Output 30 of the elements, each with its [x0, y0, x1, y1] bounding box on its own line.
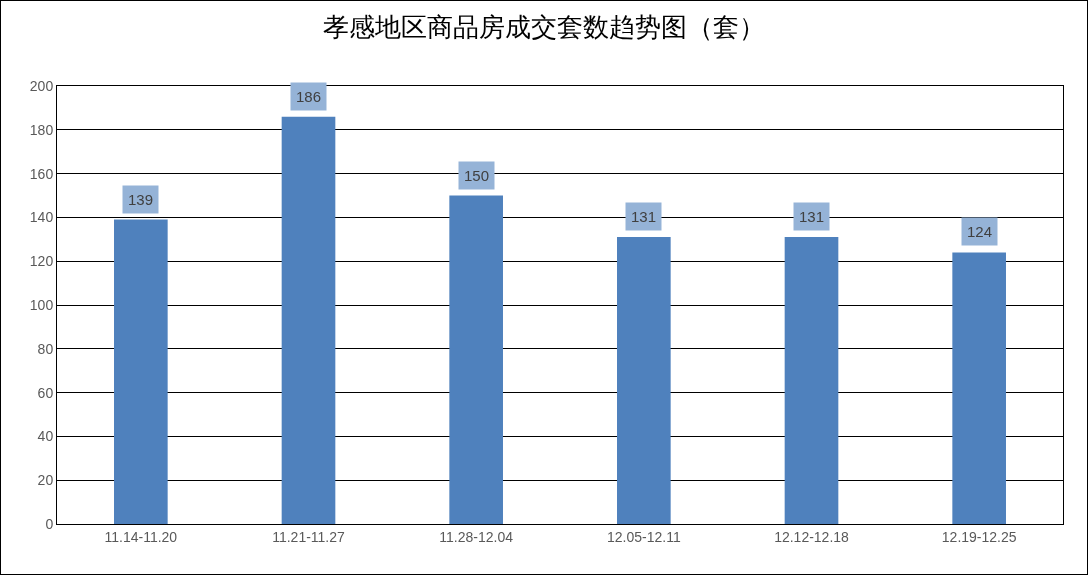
y-tick-label: 200 [29, 77, 54, 94]
y-tick-label: 100 [29, 296, 54, 313]
y-tick-label: 0 [45, 515, 54, 532]
y-tick-label: 180 [29, 121, 54, 138]
x-tick-label: 12.05-12.11 [606, 528, 681, 545]
chart-title: 孝感地区商品房成交套数趋势图（套） [323, 11, 765, 42]
x-tick-label: 12.12-12.18 [774, 528, 850, 545]
y-tick-label: 160 [29, 165, 54, 182]
x-tick-label: 11.14-11.20 [104, 528, 178, 545]
x-tick-label: 11.21-11.27 [272, 528, 346, 545]
x-tick-label: 12.19-12.25 [941, 528, 1017, 545]
data-label: 131 [799, 208, 825, 225]
data-label: 131 [631, 208, 657, 225]
bar [784, 237, 839, 524]
y-tick-label: 80 [37, 340, 54, 357]
data-label: 124 [967, 223, 993, 240]
bar [449, 195, 503, 524]
y-tick-label: 120 [29, 253, 54, 270]
y-tick-label: 140 [29, 209, 54, 226]
bar [617, 237, 671, 524]
data-label: 186 [296, 88, 322, 105]
bar [952, 252, 1006, 524]
x-tick-label: 11.28-12.04 [439, 528, 514, 545]
y-tick-label: 60 [37, 384, 54, 401]
bar [281, 116, 336, 524]
data-label: 150 [464, 167, 490, 184]
bar [114, 219, 168, 524]
y-tick-label: 40 [37, 428, 54, 445]
y-tick-label: 20 [37, 472, 54, 489]
data-label: 139 [128, 191, 154, 208]
